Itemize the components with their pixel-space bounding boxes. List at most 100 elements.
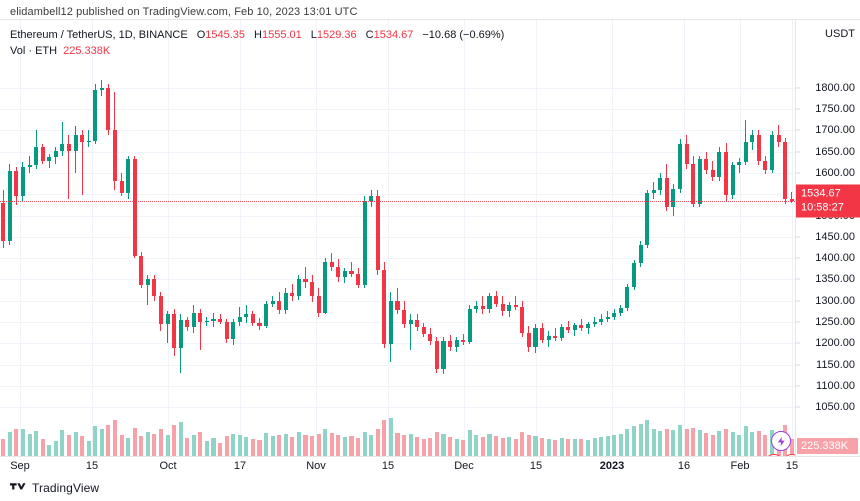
candle-body-down	[80, 134, 85, 143]
candle-wick	[245, 305, 247, 323]
volume-bar	[99, 429, 104, 456]
volume-bar	[454, 438, 459, 456]
candle-body-down	[540, 328, 545, 340]
gridline-horizontal	[0, 364, 795, 366]
time-tick-label: 17	[233, 460, 247, 472]
volume-bar	[349, 436, 354, 456]
candle-wick	[462, 333, 464, 346]
candle-body-down	[198, 312, 203, 323]
gridline-horizontal	[0, 151, 795, 153]
price-axis[interactable]: USDT 1050.00 1100.00 1150.00 1200.00 1250.00…	[795, 20, 860, 456]
candle-body-up	[369, 196, 374, 201]
candle-body-down	[375, 196, 380, 271]
lightning-bolt-icon	[777, 436, 785, 446]
volume-bar	[651, 429, 656, 456]
volume-bar	[40, 438, 45, 456]
candle-body-down	[356, 274, 361, 285]
candle-body-down	[250, 314, 255, 323]
candle-body-down	[789, 199, 794, 201]
candle-body-down	[152, 278, 157, 297]
gridline-horizontal	[0, 172, 795, 174]
candle-body-up	[658, 178, 663, 190]
volume-bar	[145, 432, 150, 456]
volume-bar	[211, 437, 216, 456]
candle-body-down	[106, 87, 111, 131]
candle-body-up	[651, 190, 656, 194]
candle-body-down	[415, 319, 420, 328]
candle-body-down	[218, 318, 223, 323]
candle-wick	[607, 311, 609, 323]
candle-wick	[580, 318, 582, 331]
candle-body-down	[349, 270, 354, 275]
volume-bar	[605, 436, 610, 456]
volume-bar	[323, 428, 328, 456]
candle-body-up	[474, 305, 479, 310]
volume-bar	[112, 419, 117, 456]
volume-bar	[382, 419, 387, 456]
volume-bar	[684, 429, 689, 456]
gridline-horizontal	[0, 258, 795, 260]
volume-bar	[290, 437, 295, 456]
candle-body-down	[310, 281, 315, 296]
price-tick-mark	[796, 364, 800, 366]
volume-bar	[139, 436, 144, 456]
volume-bar	[362, 432, 367, 456]
candle-body-down	[290, 293, 295, 297]
time-axis[interactable]: Sep 15 Oct 17 Nov 15 Dec 15 2023 16 Feb 15	[0, 456, 860, 475]
price-tick-label: 1100.00	[816, 379, 855, 392]
volume-bar	[756, 431, 761, 456]
candle-body-up	[467, 309, 472, 343]
gridline-vertical	[740, 20, 741, 456]
candle-body-up	[605, 316, 610, 319]
candle-body-up	[53, 150, 58, 157]
volume-bar	[356, 437, 361, 456]
candle-body-up	[750, 135, 755, 143]
volume-bar	[395, 433, 400, 456]
candle-body-down	[664, 178, 669, 208]
volume-bar	[231, 433, 236, 456]
volume-bar	[7, 432, 12, 456]
candle-body-up	[717, 151, 722, 178]
volume-bar	[520, 432, 525, 456]
volume-bar	[474, 435, 479, 456]
tradingview-brand-name: TradingView	[32, 481, 100, 495]
tradingview-logo[interactable]: TradingView	[10, 481, 99, 495]
candle-body-down	[316, 295, 321, 313]
volume-bar	[296, 432, 301, 456]
candle-wick	[515, 295, 517, 311]
volume-bar	[677, 424, 683, 456]
volume-bar	[710, 435, 715, 456]
candle-body-up	[631, 263, 637, 288]
symbol-title[interactable]: Ethereum / TetherUS, 1D, BINANCE	[10, 29, 188, 41]
price-tick-mark	[796, 278, 800, 280]
volume-bar	[612, 435, 617, 456]
volume-bar	[434, 432, 439, 456]
candle-body-up	[559, 327, 564, 339]
candle-body-down	[461, 339, 466, 343]
candle-wick	[554, 328, 556, 342]
volume-bar	[750, 432, 755, 456]
gridline-horizontal	[0, 130, 795, 132]
candle-body-down	[329, 261, 334, 267]
candle-body-up	[296, 278, 301, 297]
candle-body-up	[546, 335, 551, 340]
candle-body-down	[553, 335, 558, 339]
volume-bar	[204, 440, 209, 456]
candle-body-down	[40, 147, 45, 162]
volume-bar	[172, 424, 177, 456]
volume-bar	[185, 437, 190, 456]
candle-body-up	[60, 144, 65, 151]
candle-wick	[239, 307, 241, 327]
lightning-badge[interactable]	[771, 431, 791, 451]
candle-body-down	[1, 202, 6, 242]
candle-wick	[567, 321, 569, 333]
volume-bar	[224, 436, 229, 456]
chart-pane[interactable]	[0, 20, 795, 456]
volume-bar	[533, 436, 538, 456]
volume-bar	[244, 437, 249, 456]
volume-bar	[329, 433, 334, 456]
volume-bar	[257, 440, 262, 456]
candle-body-down	[336, 266, 341, 278]
volume-label[interactable]: Vol · ETH	[10, 45, 58, 57]
candle-body-down	[428, 333, 433, 342]
